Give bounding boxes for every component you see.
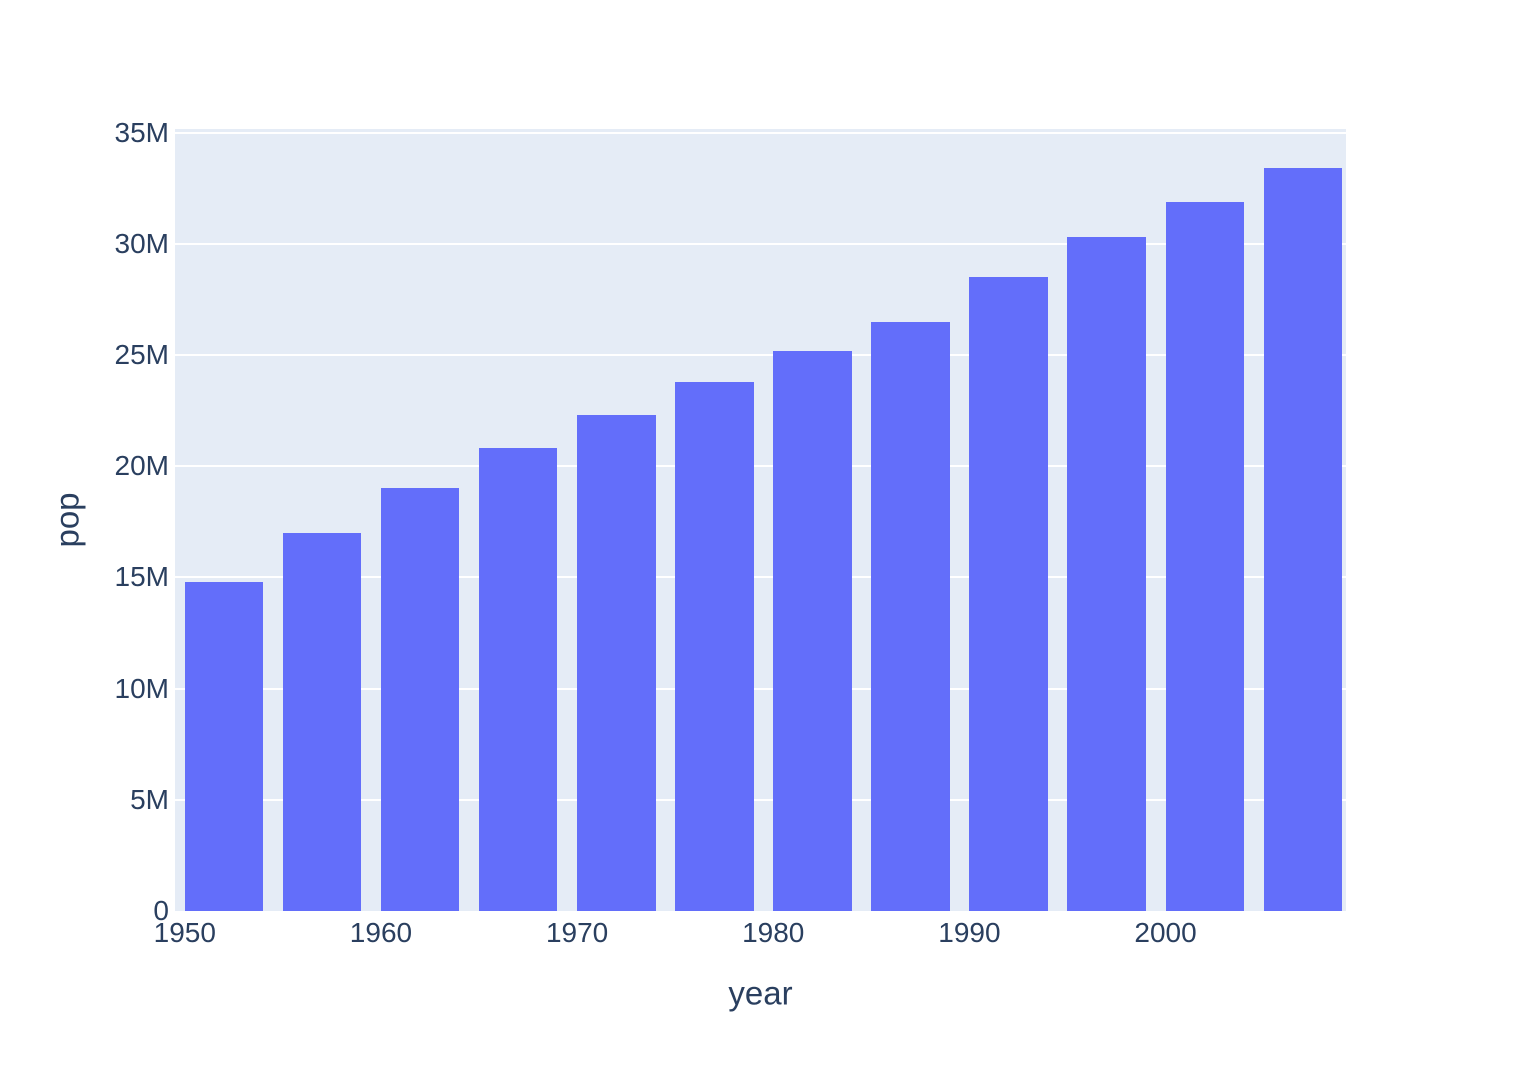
bar-1972[interactable] — [577, 415, 656, 911]
x-tick-label-1950: 1950 — [153, 917, 216, 948]
gridline-30 — [175, 242, 1346, 245]
bar-2007[interactable] — [1263, 168, 1343, 911]
y-tick-label-10M: 10M — [114, 672, 169, 704]
y-tick-label-15M: 15M — [114, 561, 169, 593]
x-tick-label-1970: 1970 — [545, 917, 609, 948]
x-axis-title: year — [728, 974, 793, 1012]
x-tick-label-1960: 1960 — [349, 917, 413, 948]
x-tick-label-1980: 1980 — [742, 917, 805, 948]
y-tick-label-5M: 5M — [130, 783, 169, 815]
gridline-15 — [175, 576, 1346, 579]
bar-1952[interactable] — [184, 581, 264, 911]
bar-1967[interactable] — [479, 448, 558, 911]
gridline-35 — [175, 131, 1346, 134]
gridline-20 — [175, 465, 1346, 468]
bar-1982[interactable] — [773, 350, 852, 911]
y-tick-label-0: 0 — [153, 895, 169, 926]
y-tick-label-25M: 25M — [114, 338, 169, 370]
y-tick-label-30M: 30M — [114, 227, 169, 259]
bar-1987[interactable] — [871, 321, 950, 911]
bar-1957[interactable] — [282, 532, 362, 911]
gridline-10 — [175, 687, 1346, 690]
gridline-5 — [175, 798, 1346, 801]
bar-2002[interactable] — [1165, 201, 1244, 911]
y-tick-label-35M: 35M — [114, 116, 169, 148]
gridline-25 — [175, 353, 1346, 356]
y-tick-label-20M: 20M — [114, 450, 169, 482]
x-tick-label-2000: 2000 — [1134, 917, 1197, 948]
bar-1997[interactable] — [1067, 237, 1146, 911]
plot-area — [175, 129, 1346, 911]
x-tick-label-1990: 1990 — [938, 917, 1001, 948]
bar-1992[interactable] — [969, 277, 1048, 911]
bar-1977[interactable] — [675, 381, 754, 911]
bar-1962[interactable] — [380, 488, 460, 911]
y-axis-title: pop — [48, 492, 86, 548]
